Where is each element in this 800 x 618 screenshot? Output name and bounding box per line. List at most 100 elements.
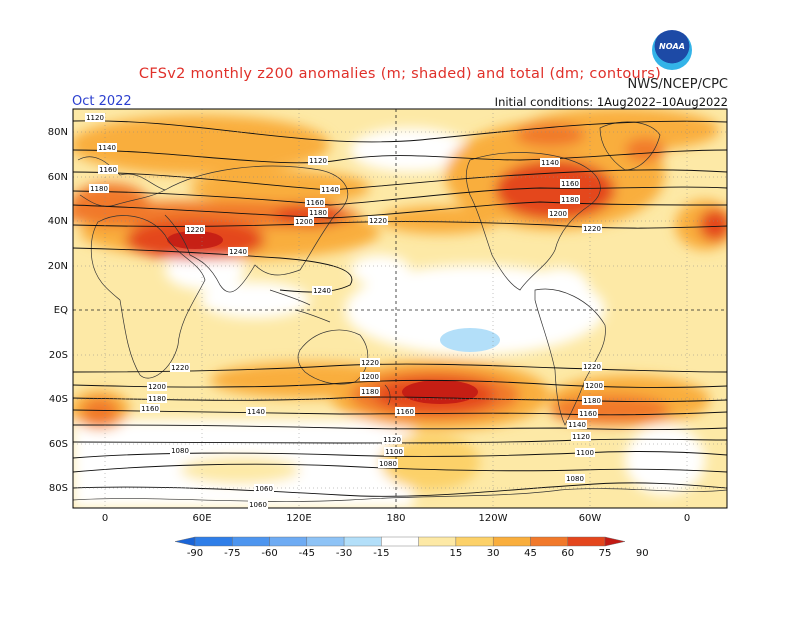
lat-label-20n: 20N bbox=[47, 261, 68, 272]
colorbar-swatch bbox=[492, 536, 531, 547]
contour-label-pacific-1140: 1140 bbox=[320, 185, 340, 194]
contour-label-america-1140: 1140 bbox=[540, 158, 560, 167]
colorbar-label: -60 bbox=[261, 548, 278, 559]
contour-label-america-1180: 1180 bbox=[560, 195, 580, 204]
contour-label-sh-1200: 1200 bbox=[147, 382, 167, 391]
contour-label-text: 1220 bbox=[369, 217, 387, 225]
colorbar-label: 15 bbox=[449, 548, 463, 559]
contour-label-bg bbox=[382, 435, 402, 444]
contour-label-arctic-1160: 1160 bbox=[98, 165, 118, 174]
noaa-logo bbox=[652, 30, 692, 70]
colorbar-label: 90 bbox=[635, 548, 649, 559]
contour-label-spac-1200: 1200 bbox=[360, 372, 380, 381]
contour-label-bg bbox=[560, 195, 580, 204]
initial-conditions: Initial conditions: 1Aug2022–10Aug2022 bbox=[494, 95, 728, 109]
contour-label-europe-1180: 1180 bbox=[89, 184, 109, 193]
contour-label-bg bbox=[170, 363, 190, 372]
height-contours bbox=[73, 120, 727, 497]
colorbar-swatch bbox=[306, 536, 345, 547]
contour-label-text: 1140 bbox=[247, 408, 265, 416]
contour-label-samer-1100: 1100 bbox=[575, 448, 595, 457]
contour-label-samer-1200: 1200 bbox=[584, 381, 604, 390]
contour-label-text: 1220 bbox=[171, 364, 189, 372]
contour-label-text: 1240 bbox=[229, 248, 247, 256]
contour-label-bg bbox=[308, 156, 328, 165]
africa-coast bbox=[90, 215, 206, 379]
contour-label-text: 1160 bbox=[141, 405, 159, 413]
contour-label-america-1200: 1200 bbox=[548, 209, 568, 218]
contour-label-bg bbox=[312, 286, 332, 295]
contour-label-text: 1180 bbox=[561, 196, 579, 204]
contour-label-text: 1120 bbox=[572, 433, 590, 441]
contour-label-samer-1140: 1140 bbox=[567, 420, 587, 429]
graticule bbox=[73, 109, 727, 508]
contour-label-bg bbox=[254, 484, 274, 493]
contour-label-bg bbox=[97, 143, 117, 152]
contour-label-bg bbox=[578, 409, 598, 418]
contour-label-text: 1160 bbox=[579, 410, 597, 418]
contour-label-bg bbox=[185, 225, 205, 234]
contour-label-text: 1100 bbox=[576, 449, 594, 457]
contour-label-bg bbox=[360, 387, 380, 396]
colorbar-swatch bbox=[604, 536, 626, 547]
colorbar-label: 60 bbox=[561, 548, 575, 559]
contour-label-bg bbox=[384, 447, 404, 456]
contour-label-text: 1220 bbox=[583, 363, 601, 371]
lat-label-80s: 80S bbox=[48, 483, 68, 494]
asia-coast bbox=[164, 165, 349, 293]
lon-label-120w: 120W bbox=[478, 513, 508, 524]
lat-label-20s: 20S bbox=[48, 350, 68, 361]
contour-label-bg bbox=[565, 474, 585, 483]
contour-label-sh-1060b: 1060 bbox=[248, 500, 268, 509]
lon-label-60w: 60W bbox=[578, 513, 602, 524]
contour-label-text: 1060 bbox=[249, 501, 267, 509]
south-america-coast bbox=[534, 288, 606, 426]
contour-label-bg bbox=[228, 247, 248, 256]
colorbar-label: -30 bbox=[335, 548, 353, 559]
contour-label-text: 1220 bbox=[186, 226, 204, 234]
contour-label-pacific-1200: 1200 bbox=[294, 217, 314, 226]
contour-label-text: 1160 bbox=[561, 180, 579, 188]
contour-label-sh-1060: 1060 bbox=[254, 484, 274, 493]
contour-label-bg bbox=[360, 358, 380, 367]
contour-label-text: 1200 bbox=[549, 210, 567, 218]
contour-label-atlantic-1220: 1220 bbox=[582, 224, 602, 233]
contour-label-samer-1080: 1080 bbox=[565, 474, 585, 483]
contour-label-text: 1220 bbox=[361, 359, 379, 367]
coastlines bbox=[73, 121, 727, 502]
contour-label-bg bbox=[147, 382, 167, 391]
lon-label-60e: 60E bbox=[192, 513, 212, 524]
contour-label-pacific-1220: 1220 bbox=[368, 216, 388, 225]
maritime-islands bbox=[269, 289, 331, 323]
colorbar-swatch bbox=[194, 536, 233, 547]
north-america-coast bbox=[465, 152, 601, 291]
contour-label-spac-1160: 1160 bbox=[395, 407, 415, 416]
contour-label-bg bbox=[85, 113, 105, 122]
contour-label-pacific-1160: 1160 bbox=[305, 198, 325, 207]
contour-label-westpac-1240: 1240 bbox=[312, 286, 332, 295]
lon-label-180: 180 bbox=[386, 513, 406, 524]
lon-label-0-east: 0 bbox=[683, 513, 691, 524]
contour-label-text: 1240 bbox=[313, 287, 331, 295]
contour-label-text: 1140 bbox=[98, 144, 116, 152]
contour-label-samer-1220: 1220 bbox=[582, 362, 602, 371]
contour-label-text: 1080 bbox=[379, 460, 397, 468]
contour-label-bg bbox=[368, 216, 388, 225]
contour-label-text: 1180 bbox=[309, 209, 327, 217]
contour-label-text: 1120 bbox=[86, 114, 104, 122]
contour-label-text: 1200 bbox=[585, 382, 603, 390]
contour-label-bg bbox=[395, 407, 415, 416]
contour-label-text: 1180 bbox=[148, 395, 166, 403]
contour-label-indian-1220: 1220 bbox=[170, 363, 190, 372]
contour-label-samer-1180: 1180 bbox=[582, 396, 602, 405]
contour-label-text: 1200 bbox=[295, 218, 313, 226]
contour-label-text: 1140 bbox=[568, 421, 586, 429]
contour-label-bg bbox=[567, 420, 587, 429]
contour-label-text: 1120 bbox=[383, 436, 401, 444]
contour-label-sh-1140: 1140 bbox=[246, 407, 266, 416]
contour-label-spac-1220: 1220 bbox=[360, 358, 380, 367]
colorbar-swatch bbox=[418, 536, 457, 547]
contour-label-sh-1080b: 1080 bbox=[378, 459, 398, 468]
